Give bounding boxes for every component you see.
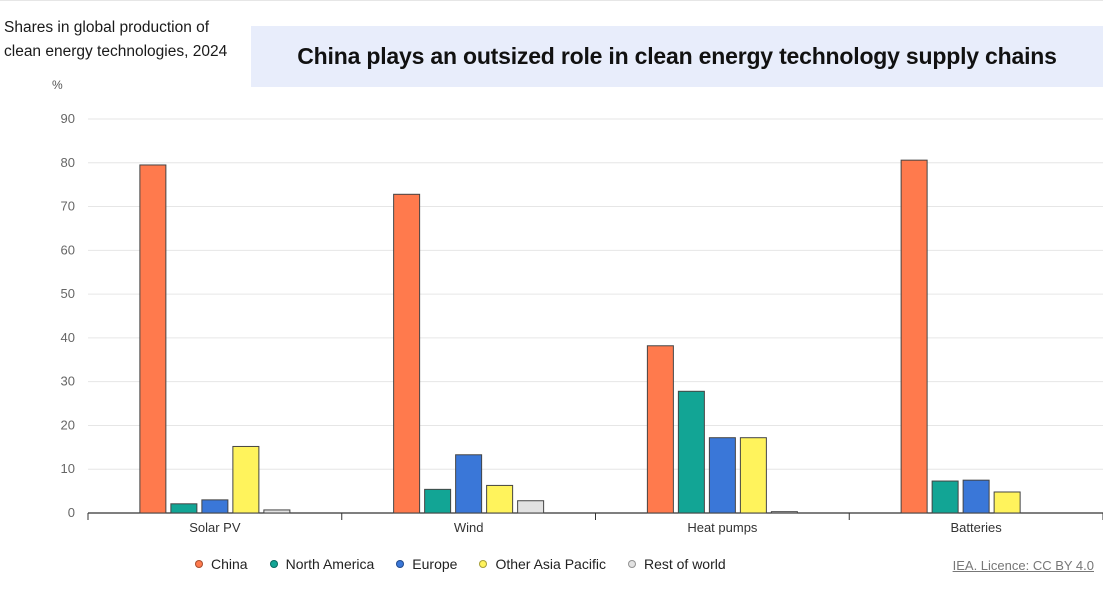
bar-chart: 0 10 20 30 40 50 60 70 80 90 Solar PV Wind Heat pump… [61, 111, 1103, 535]
bar [232, 445, 260, 514]
legend-swatch-icon [269, 560, 278, 568]
bar [931, 480, 959, 514]
x-category-label: Heat pumps [687, 520, 758, 535]
y-tick-label: 70 [61, 199, 75, 214]
bar [770, 511, 798, 514]
bar [393, 193, 421, 514]
legend-item[interactable]: North America [269, 556, 375, 572]
y-tick-label: 90 [61, 111, 75, 126]
y-tick-label: 10 [61, 461, 75, 476]
bar [263, 509, 291, 514]
legend-swatch-icon [396, 560, 405, 568]
legend-swatch-icon [195, 560, 203, 568]
chart-subtitle: Shares in global production of clean ene… [4, 19, 228, 60]
bar [201, 499, 229, 514]
bar [900, 159, 928, 514]
legend-item[interactable]: China [195, 556, 248, 572]
legend-label: China [211, 556, 248, 572]
legend-label: North America [285, 556, 375, 572]
bar [455, 454, 483, 514]
source-licence-link[interactable]: IEA. Licence: CC BY 4.0 [952, 558, 1094, 573]
legend-item[interactable]: Europe [396, 556, 457, 572]
bar [517, 500, 545, 514]
x-category-label: Batteries [950, 520, 1002, 535]
bar [677, 390, 705, 514]
bar [993, 491, 1021, 514]
y-tick-label: 50 [61, 286, 75, 301]
bar [486, 484, 514, 514]
chart-legend: China North America Europe Other Asia Pacif… [195, 556, 726, 572]
legend-swatch-icon [479, 560, 488, 568]
legend-label: Other Asia Pacific [495, 556, 606, 572]
chart-headline: China plays an outsized role in clean en… [297, 43, 1057, 69]
y-tick-label: 0 [68, 505, 75, 520]
x-category-label: Solar PV [189, 520, 241, 535]
bar [708, 437, 736, 514]
y-tick-label: 60 [61, 242, 75, 257]
bar [962, 479, 990, 514]
y-tick-label: 40 [61, 330, 75, 345]
y-tick-label: 80 [61, 155, 75, 170]
bar [170, 503, 198, 514]
legend-label: Rest of world [643, 556, 726, 572]
legend-swatch-icon [627, 560, 636, 568]
x-category-label: Wind [454, 520, 484, 535]
y-axis-unit: % [52, 78, 63, 92]
legend-item[interactable]: Rest of world [627, 556, 726, 572]
bar [739, 437, 767, 514]
y-tick-label: 20 [61, 417, 75, 432]
headline-banner: China plays an outsized role in clean en… [251, 26, 1103, 87]
bar [646, 345, 674, 514]
y-tick-label: 30 [61, 374, 75, 389]
bar [139, 164, 167, 514]
top-rule [0, 0, 1103, 1]
legend-item[interactable]: Other Asia Pacific [479, 556, 606, 572]
legend-label: Europe [412, 556, 458, 572]
bar [424, 488, 452, 514]
